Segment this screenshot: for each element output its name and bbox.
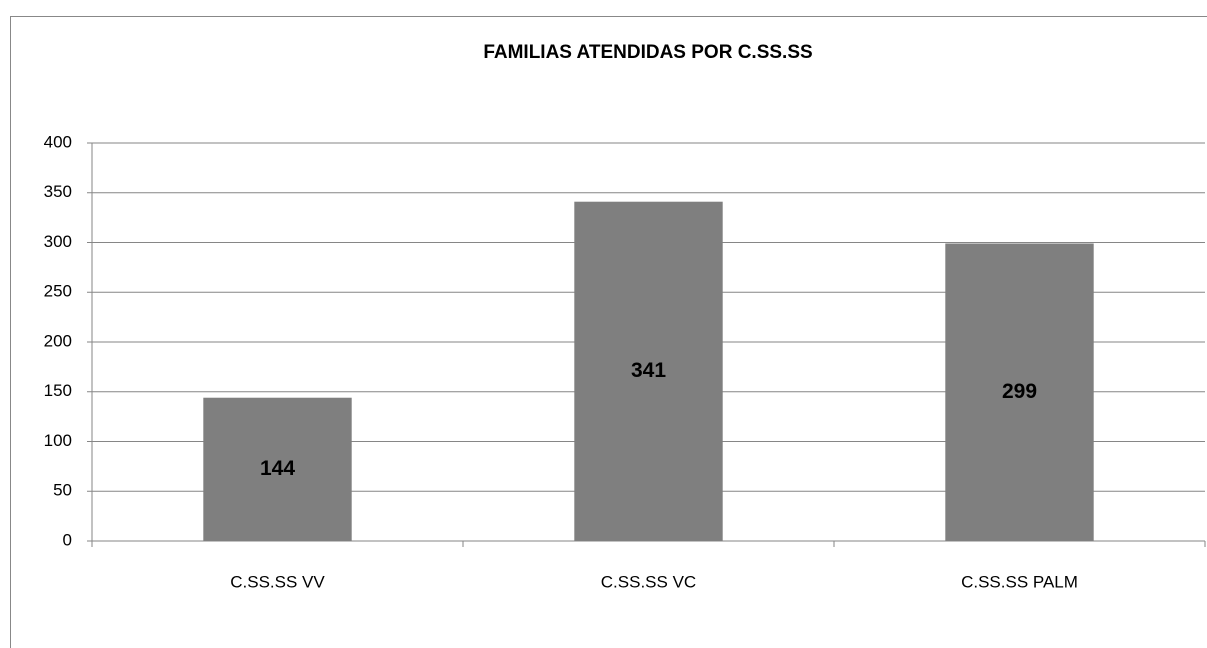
- y-tick-label: 350: [44, 182, 72, 201]
- y-tick-label: 150: [44, 381, 72, 400]
- chart-title: FAMILIAS ATENDIDAS POR C.SS.SS: [483, 42, 812, 63]
- bar: [574, 201, 723, 541]
- x-tick-label: C.SS.SS VC: [601, 572, 696, 591]
- y-tick-label: 250: [44, 282, 72, 301]
- data-label: 299: [1002, 380, 1037, 403]
- x-tick-label: C.SS.SS PALM: [961, 572, 1078, 591]
- bar: [945, 243, 1094, 541]
- y-tick-label: 50: [53, 481, 72, 500]
- y-tick-label: 0: [63, 530, 72, 549]
- data-label: 144: [260, 457, 295, 480]
- bar: [203, 397, 352, 541]
- y-tick-label: 100: [44, 431, 72, 450]
- data-label: 341: [631, 359, 666, 382]
- y-tick-label: 400: [44, 132, 72, 151]
- y-tick-label: 300: [44, 232, 72, 251]
- x-tick-label: C.SS.SS VV: [230, 572, 325, 591]
- y-tick-label: 200: [44, 331, 72, 350]
